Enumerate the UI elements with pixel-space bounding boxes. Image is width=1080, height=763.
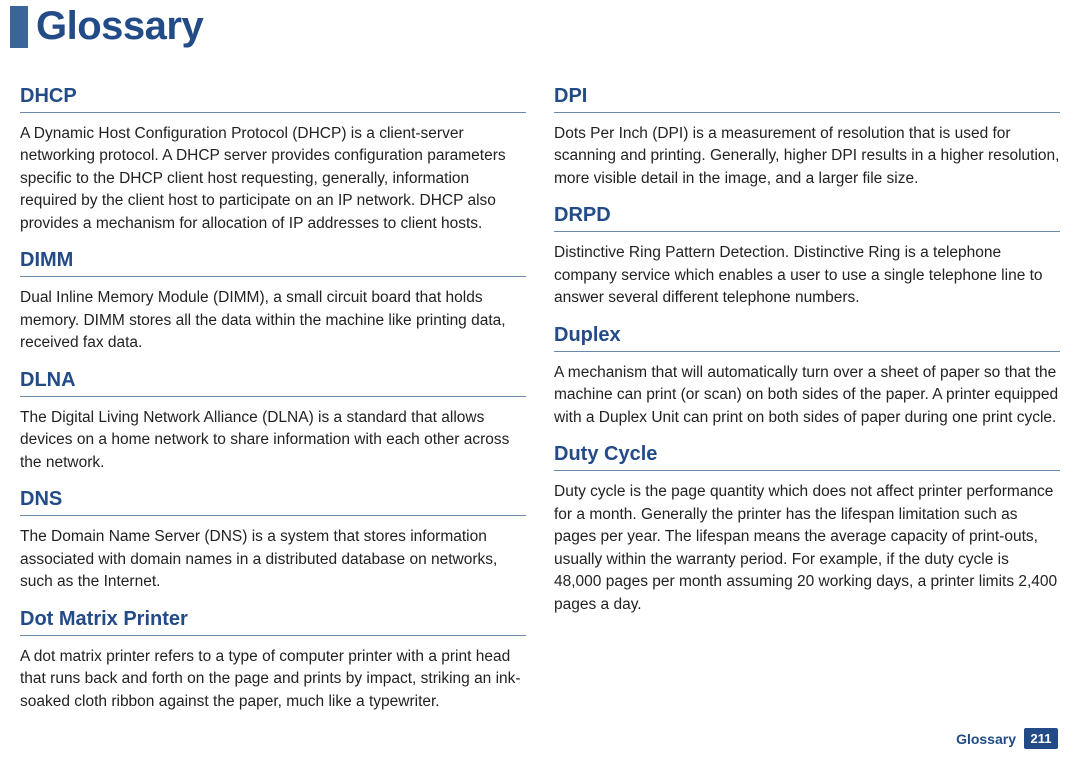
term-rule bbox=[554, 112, 1060, 113]
term-definition: Dots Per Inch (DPI) is a measurement of … bbox=[554, 123, 1060, 190]
footer-section-label: Glossary bbox=[956, 731, 1016, 747]
term-heading: DNS bbox=[20, 488, 526, 511]
term-definition: Dual Inline Memory Module (DIMM), a smal… bbox=[20, 287, 526, 354]
term-definition: The Domain Name Server (DNS) is a system… bbox=[20, 526, 526, 593]
term-rule bbox=[20, 396, 526, 397]
term-definition: A Dynamic Host Configuration Protocol (D… bbox=[20, 123, 526, 235]
left-column: DHCP A Dynamic Host Configuration Protoc… bbox=[20, 85, 526, 717]
term-heading: Duty Cycle bbox=[554, 443, 1060, 466]
page-title: Glossary bbox=[36, 4, 203, 49]
term-heading: DLNA bbox=[20, 369, 526, 392]
term-rule bbox=[20, 276, 526, 277]
term-definition: Distinctive Ring Pattern Detection. Dist… bbox=[554, 242, 1060, 309]
term-definition: A dot matrix printer refers to a type of… bbox=[20, 646, 526, 713]
right-column: DPI Dots Per Inch (DPI) is a measurement… bbox=[554, 85, 1060, 717]
term-heading: Dot Matrix Printer bbox=[20, 608, 526, 631]
term-definition: A mechanism that will automatically turn… bbox=[554, 362, 1060, 429]
term-heading: DHCP bbox=[20, 85, 526, 108]
term-rule bbox=[554, 351, 1060, 352]
page-title-wrap: Glossary bbox=[0, 0, 1080, 55]
glossary-columns: DHCP A Dynamic Host Configuration Protoc… bbox=[0, 55, 1080, 717]
term-rule bbox=[554, 470, 1060, 471]
page-title-accent-bar bbox=[10, 6, 28, 48]
term-heading: DPI bbox=[554, 85, 1060, 108]
term-rule bbox=[554, 231, 1060, 232]
page-footer: Glossary 211 bbox=[956, 728, 1058, 749]
term-rule bbox=[20, 515, 526, 516]
term-definition: The Digital Living Network Alliance (DLN… bbox=[20, 407, 526, 474]
footer-page-number: 211 bbox=[1024, 728, 1058, 749]
term-heading: DRPD bbox=[554, 204, 1060, 227]
term-heading: Duplex bbox=[554, 324, 1060, 347]
term-heading: DIMM bbox=[20, 249, 526, 272]
term-rule bbox=[20, 112, 526, 113]
term-definition: Duty cycle is the page quantity which do… bbox=[554, 481, 1060, 616]
term-rule bbox=[20, 635, 526, 636]
